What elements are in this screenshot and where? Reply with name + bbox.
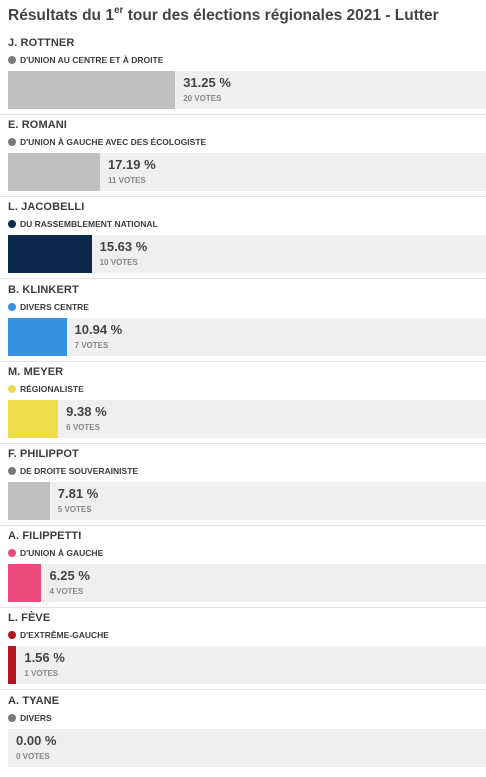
candidate-row: A. FILIPPETTI D'UNION À GAUCHE 6.25 % 4 VOT… <box>8 530 486 612</box>
result-bar <box>8 399 59 438</box>
party-color-dot-icon <box>8 549 16 558</box>
row-divider <box>0 442 486 444</box>
result-bar <box>8 71 176 109</box>
percent-label: 7.81 % <box>57 486 99 501</box>
row-divider <box>0 689 486 691</box>
party-label: D'EXTRÊME-GAUCHE <box>20 630 109 641</box>
bar-track: 6.25 % 4 VOTES <box>8 564 486 603</box>
party-color-dot-icon <box>8 138 16 147</box>
votes-label: 7 VOTES <box>74 340 109 350</box>
candidate-party: DIVERS <box>8 713 52 723</box>
party-label: DE DROITE SOUVERAINISTE <box>20 466 139 476</box>
percent-label: 1.56 % <box>24 650 65 666</box>
candidate-party: D'EXTRÊME-GAUCHE <box>8 630 109 640</box>
party-color-dot-icon <box>8 631 16 640</box>
candidate-party: D'UNION À GAUCHE AVEC DES ÉCOLOGISTE <box>8 137 206 147</box>
percent-label: 9.38 % <box>66 403 107 419</box>
party-color-dot-icon <box>8 384 16 393</box>
bar-track: 17.19 % 11 VOTES <box>8 153 486 192</box>
party-color-dot-icon <box>8 467 16 475</box>
percent-label: 17.19 % <box>107 157 156 173</box>
row-divider <box>0 114 486 115</box>
party-label: D'UNION À GAUCHE <box>20 548 104 559</box>
chart-title-prefix: Résultats du 1 <box>8 7 114 25</box>
row-divider <box>0 525 486 526</box>
percent-label: 0.00 % <box>16 732 57 748</box>
votes-label: 1 VOTES <box>24 669 59 679</box>
candidate-name: M. MEYER <box>8 365 64 378</box>
row-divider <box>0 607 486 609</box>
candidate-row: B. KLINKERT DIVERS CENTRE 10.94 % 7 VOTES <box>8 284 486 366</box>
candidate-party: DIVERS CENTRE <box>8 302 89 312</box>
candidate-row: L. FÈVE D'EXTRÊME-GAUCHE 1.56 % 1 VOTES <box>8 612 486 694</box>
candidate-row: F. PHILIPPOT DE DROITE SOUVERAINISTE 7.81 … <box>8 448 486 530</box>
votes-label: 10 VOTES <box>99 258 138 268</box>
party-label: D'UNION À GAUCHE AVEC DES ÉCOLOGISTE <box>20 137 207 148</box>
party-label: DIVERS <box>20 712 52 723</box>
bar-track: 31.25 % 20 VOTES <box>8 71 486 109</box>
bar-track: 1.56 % 1 VOTES <box>8 646 486 685</box>
votes-label: 20 VOTES <box>183 94 222 103</box>
candidate-row: A. TYANE DIVERS 0.00 % 0 VOTES <box>8 695 486 777</box>
percent-label: 15.63 % <box>99 239 148 255</box>
candidate-row: J. ROTTNER D'UNION AU CENTRE ET À DROITE 3… <box>8 37 486 119</box>
percent-label: 31.25 % <box>183 75 231 90</box>
bar-track: 10.94 % 7 VOTES <box>8 317 486 356</box>
bar-track: 15.63 % 10 VOTES <box>8 235 486 274</box>
votes-label: 4 VOTES <box>49 587 84 597</box>
candidate-party: D'UNION AU CENTRE ET À DROITE <box>8 55 163 65</box>
percent-label: 6.25 % <box>49 568 90 584</box>
party-color-dot-icon <box>8 302 16 311</box>
candidate-name: J. ROTTNER <box>8 37 75 49</box>
chart-title: Résultats du 1er tour des élections régi… <box>8 5 439 25</box>
candidate-name: L. FÈVE <box>8 612 51 625</box>
candidate-party: DE DROITE SOUVERAINISTE <box>8 466 138 476</box>
result-bar <box>8 317 67 356</box>
party-label: RÉGIONALISTE <box>20 383 84 394</box>
candidate-name: E. ROMANI <box>8 119 67 132</box>
candidate-name: A. FILIPPETTI <box>8 530 82 543</box>
candidate-name: A. TYANE <box>8 694 60 707</box>
candidate-party: RÉGIONALISTE <box>8 384 84 394</box>
candidate-name: L. JACOBELLI <box>8 201 85 214</box>
candidate-name: F. PHILIPPOT <box>8 448 79 460</box>
party-label: DIVERS CENTRE <box>20 301 89 312</box>
party-label: D'UNION AU CENTRE ET À DROITE <box>20 55 164 65</box>
party-color-dot-icon <box>8 56 16 64</box>
party-label: DU RASSEMBLEMENT NATIONAL <box>20 219 158 230</box>
candidate-row: E. ROMANI D'UNION À GAUCHE AVEC DES ÉCOLO… <box>8 119 486 201</box>
row-divider <box>0 278 486 280</box>
votes-label: 5 VOTES <box>57 505 92 514</box>
candidate-row: M. MEYER RÉGIONALISTE 9.38 % 6 VOTES <box>8 366 486 448</box>
candidate-row: L. JACOBELLI DU RASSEMBLEMENT NATIONAL 15.… <box>8 201 486 283</box>
party-color-dot-icon <box>8 220 16 229</box>
result-bar <box>8 646 17 685</box>
chart-title-suffix: tour des élections régionales 2021 - Lut… <box>123 7 439 25</box>
bar-track: 9.38 % 6 VOTES <box>8 399 486 438</box>
bar-track: 7.81 % 5 VOTES <box>8 482 486 520</box>
row-divider <box>0 360 486 362</box>
candidate-party: D'UNION À GAUCHE <box>8 548 103 558</box>
candidate-party: DU RASSEMBLEMENT NATIONAL <box>8 219 158 229</box>
row-divider <box>0 196 486 198</box>
result-bar <box>8 564 42 603</box>
party-color-dot-icon <box>8 713 16 722</box>
votes-label: 11 VOTES <box>107 176 146 186</box>
result-bar <box>8 153 100 192</box>
chart-title-sup: er <box>113 5 124 16</box>
votes-label: 0 VOTES <box>16 751 50 761</box>
candidate-name: B. KLINKERT <box>8 283 79 296</box>
result-bar <box>8 482 50 520</box>
result-bar <box>8 235 92 274</box>
bar-track: 0.00 % 0 VOTES <box>8 728 486 767</box>
percent-label: 10.94 % <box>74 321 123 337</box>
votes-label: 6 VOTES <box>66 422 100 432</box>
